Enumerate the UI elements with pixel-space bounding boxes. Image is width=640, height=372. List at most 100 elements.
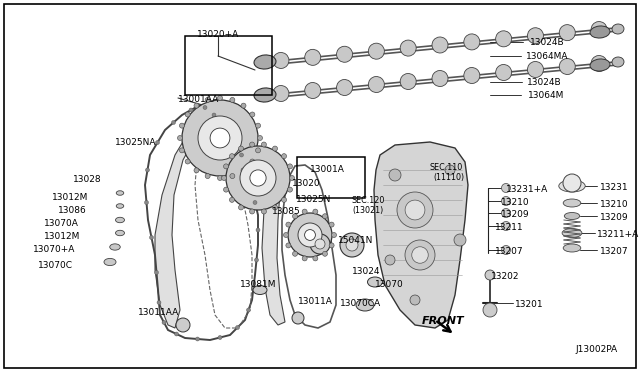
Circle shape [145, 168, 150, 172]
Ellipse shape [495, 31, 511, 47]
Ellipse shape [104, 259, 116, 266]
Circle shape [239, 153, 243, 157]
Circle shape [241, 103, 246, 108]
Ellipse shape [564, 212, 580, 219]
Circle shape [410, 295, 420, 305]
Circle shape [255, 148, 260, 153]
Ellipse shape [273, 52, 289, 68]
Circle shape [502, 196, 511, 205]
Text: 13210: 13210 [600, 200, 628, 209]
Circle shape [273, 146, 278, 151]
Text: 13011AA: 13011AA [138, 308, 179, 317]
Circle shape [194, 103, 199, 108]
Circle shape [150, 235, 154, 240]
Circle shape [483, 303, 497, 317]
Circle shape [261, 142, 266, 147]
Circle shape [218, 336, 222, 340]
Text: 13012M: 13012M [44, 232, 81, 241]
Circle shape [292, 312, 304, 324]
Ellipse shape [254, 88, 276, 102]
Bar [185, 36, 272, 95]
Ellipse shape [253, 285, 267, 295]
Text: 13211+A: 13211+A [597, 230, 639, 239]
Circle shape [255, 123, 260, 128]
Ellipse shape [115, 217, 125, 223]
Circle shape [223, 164, 228, 169]
Text: 13001A: 13001A [310, 165, 345, 174]
Circle shape [246, 176, 250, 180]
Circle shape [252, 285, 255, 289]
Text: 13086: 13086 [58, 206, 87, 215]
Circle shape [292, 214, 298, 219]
Ellipse shape [305, 83, 321, 99]
Ellipse shape [367, 277, 383, 287]
Circle shape [445, 165, 455, 175]
Text: 13210: 13210 [501, 198, 530, 207]
Text: (11110): (11110) [433, 173, 464, 182]
Circle shape [287, 187, 292, 192]
Circle shape [288, 213, 332, 257]
Text: 13020: 13020 [292, 179, 321, 188]
Circle shape [239, 146, 243, 151]
Circle shape [282, 198, 287, 202]
Ellipse shape [562, 228, 582, 237]
Circle shape [389, 169, 401, 181]
Circle shape [332, 232, 337, 237]
Text: 13209: 13209 [501, 210, 530, 219]
Ellipse shape [356, 299, 374, 311]
Circle shape [250, 159, 255, 164]
Bar [297, 157, 365, 198]
Circle shape [240, 160, 276, 196]
Circle shape [156, 141, 159, 144]
Text: 13202: 13202 [491, 272, 520, 281]
Circle shape [205, 97, 210, 102]
Polygon shape [374, 142, 468, 328]
Text: FRONT: FRONT [422, 316, 465, 326]
Ellipse shape [590, 59, 610, 71]
Circle shape [179, 123, 184, 128]
Ellipse shape [612, 24, 624, 34]
Ellipse shape [400, 74, 416, 90]
Circle shape [223, 187, 228, 192]
Circle shape [175, 332, 179, 336]
Text: 13024: 13024 [352, 267, 381, 276]
Circle shape [218, 96, 223, 100]
Ellipse shape [464, 34, 480, 50]
Ellipse shape [612, 57, 624, 67]
Circle shape [194, 168, 199, 173]
Text: 13231: 13231 [600, 183, 628, 192]
Circle shape [195, 337, 200, 341]
Ellipse shape [591, 55, 607, 71]
Text: 13207: 13207 [600, 247, 628, 256]
Circle shape [261, 209, 266, 214]
Text: 13064MA: 13064MA [526, 52, 568, 61]
Circle shape [287, 164, 292, 169]
Ellipse shape [590, 26, 610, 38]
Circle shape [298, 223, 322, 247]
Circle shape [250, 112, 255, 117]
Ellipse shape [369, 77, 385, 93]
Text: 13211: 13211 [495, 223, 524, 232]
Circle shape [305, 230, 316, 240]
Ellipse shape [109, 244, 120, 250]
Text: 13011A: 13011A [298, 297, 333, 306]
Circle shape [315, 239, 325, 249]
Ellipse shape [527, 61, 543, 77]
Circle shape [310, 234, 330, 254]
Polygon shape [262, 180, 285, 325]
Circle shape [292, 251, 298, 256]
Circle shape [241, 168, 246, 173]
Circle shape [239, 205, 243, 210]
Ellipse shape [400, 40, 416, 56]
Text: 13001AA: 13001AA [178, 95, 220, 104]
Text: 13085: 13085 [272, 207, 301, 216]
Ellipse shape [369, 43, 385, 59]
Ellipse shape [273, 86, 289, 102]
Text: 13020+A: 13020+A [197, 30, 239, 39]
Text: 15041N: 15041N [338, 236, 373, 245]
Circle shape [502, 183, 511, 192]
Text: 13207: 13207 [495, 247, 524, 256]
Circle shape [502, 221, 511, 231]
Circle shape [246, 308, 250, 312]
Circle shape [502, 246, 511, 254]
